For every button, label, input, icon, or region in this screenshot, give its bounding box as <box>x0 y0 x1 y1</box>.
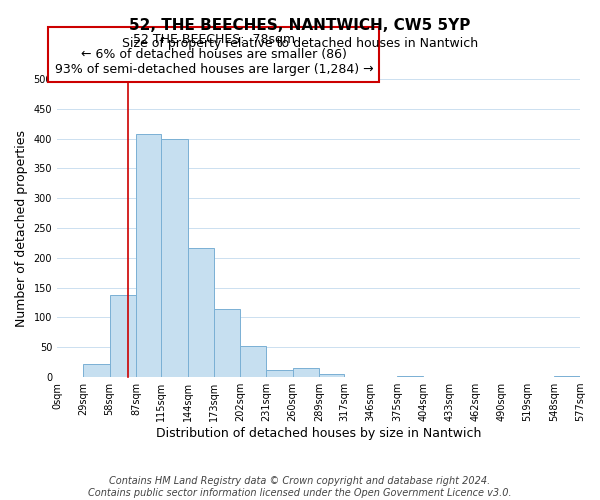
Text: 52 THE BEECHES:  78sqm
← 6% of detached houses are smaller (86)
93% of semi-deta: 52 THE BEECHES: 78sqm ← 6% of detached h… <box>55 33 373 76</box>
Bar <box>266 370 293 377</box>
Y-axis label: Number of detached properties: Number of detached properties <box>15 130 28 326</box>
Bar <box>110 296 136 377</box>
Bar <box>161 139 188 377</box>
Bar <box>83 364 110 377</box>
Bar <box>554 376 580 377</box>
Bar <box>136 134 161 377</box>
Text: 52, THE BEECHES, NANTWICH, CW5 5YP: 52, THE BEECHES, NANTWICH, CW5 5YP <box>130 18 470 32</box>
Bar <box>319 374 344 377</box>
Text: Contains HM Land Registry data © Crown copyright and database right 2024.
Contai: Contains HM Land Registry data © Crown c… <box>88 476 512 498</box>
Text: Size of property relative to detached houses in Nantwich: Size of property relative to detached ho… <box>122 38 478 51</box>
Bar <box>240 346 266 377</box>
Bar <box>397 376 423 377</box>
Bar <box>293 368 319 377</box>
Bar <box>188 248 214 377</box>
X-axis label: Distribution of detached houses by size in Nantwich: Distribution of detached houses by size … <box>156 427 481 440</box>
Bar <box>214 308 240 377</box>
